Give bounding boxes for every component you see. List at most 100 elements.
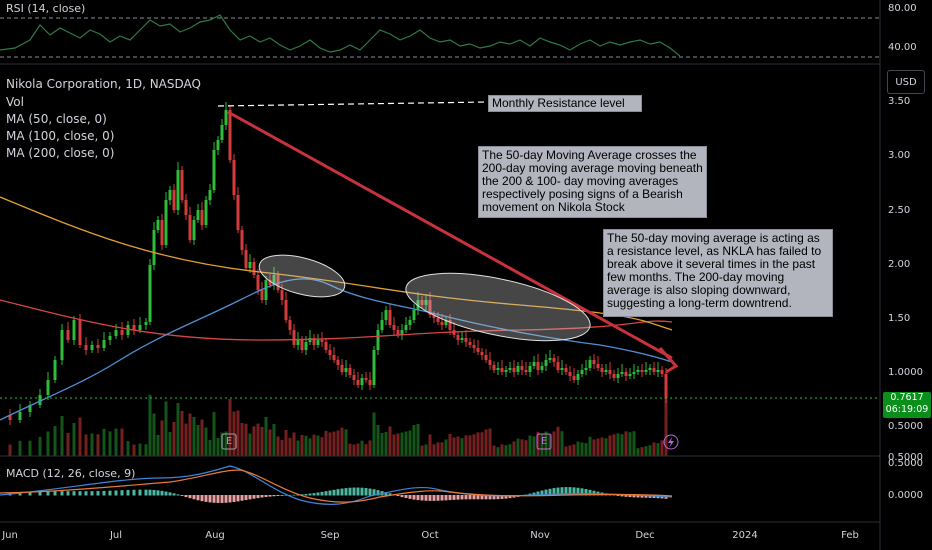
candle-body (620, 372, 624, 374)
candle-body (644, 370, 648, 372)
volume-bar (636, 448, 640, 456)
macd-histogram-bar (120, 490, 124, 496)
volume-bar (632, 431, 636, 456)
macd-histogram-bar (320, 491, 324, 496)
volume-bar (320, 437, 324, 456)
candle-body (652, 368, 656, 372)
volume-bar (268, 429, 272, 456)
macd-histogram-bar (268, 495, 272, 497)
macd-histogram-bar (548, 488, 552, 496)
candle-body (208, 190, 212, 200)
macd-histogram-bar (556, 487, 560, 496)
volume-bar (292, 432, 296, 456)
volume-bar (496, 447, 500, 456)
macd-histogram-bar (232, 495, 236, 502)
volume-bar (388, 426, 392, 456)
macd-label[interactable]: MACD (12, 26, close, 9) (6, 467, 136, 480)
price-tick-partial: 0.5000 (888, 452, 923, 463)
volume-bar (664, 394, 668, 456)
candle-body (152, 230, 156, 265)
candle-body (248, 262, 252, 268)
candle-body (46, 380, 50, 395)
currency-button[interactable]: USD (887, 70, 925, 94)
volume-bar (556, 426, 560, 456)
candle-body (356, 380, 360, 385)
macd-histogram-bar (444, 495, 448, 501)
volume-bar (540, 434, 544, 456)
candle-body (204, 200, 208, 225)
resistance-note[interactable]: Monthly Resistance level (488, 95, 642, 112)
candle-body (616, 374, 620, 378)
macd-histogram-bar (568, 487, 572, 496)
macd-histogram-bar (612, 494, 616, 496)
candle-body (352, 375, 356, 380)
ma-resistance-note[interactable]: The 50-day moving average is acting as a… (603, 229, 833, 317)
macd-histogram-bar (72, 491, 76, 496)
candle-body (640, 370, 644, 372)
volume-bar (138, 443, 142, 456)
candle-body (572, 376, 576, 380)
earnings-marker-label[interactable]: E (226, 436, 233, 447)
legend-ma100[interactable]: MA (100, close, 0) (6, 129, 115, 143)
volume-bar (272, 424, 276, 456)
lightning-event-icon (663, 434, 679, 450)
symbol-title[interactable]: Nikola Corporation, 1D, NASDAQ (6, 77, 201, 91)
macd-histogram-bar (384, 492, 388, 496)
candle-body (288, 320, 292, 330)
macd-histogram-bar (216, 495, 220, 503)
legend-ma200[interactable]: MA (200, close, 0) (6, 146, 115, 160)
candle-body (224, 110, 228, 125)
macd-histogram-bar (632, 495, 636, 498)
volume-bar (464, 435, 468, 456)
macd-histogram-bar (60, 491, 64, 496)
macd-histogram-bar (544, 489, 548, 496)
macd-histogram-bar (102, 490, 106, 496)
macd-histogram-bar (628, 495, 632, 498)
macd-histogram-bar (160, 490, 164, 496)
earnings-marker-label[interactable]: E (541, 436, 548, 447)
macd-histogram-bar (156, 490, 160, 496)
legend-vol[interactable]: Vol (6, 95, 24, 109)
volume-bar (90, 433, 94, 456)
volume-bar (432, 444, 436, 456)
candle-body (280, 290, 284, 300)
volume-bar (108, 431, 112, 456)
macd-histogram-bar (360, 487, 364, 496)
candle-body (660, 370, 664, 374)
candle-body (296, 340, 300, 345)
volume-bar (152, 413, 156, 456)
candle-body (648, 368, 652, 370)
volume-bar (552, 431, 556, 456)
candle-body (636, 370, 640, 372)
macd-histogram-bar (348, 487, 352, 496)
candle-body (488, 360, 492, 365)
candle-body (428, 300, 432, 315)
candle-body (360, 378, 364, 385)
ma-cross-note[interactable]: The 50-day Moving Average crosses the 20… (478, 146, 707, 218)
rsi-label[interactable]: RSI (14, close) (6, 2, 86, 15)
price-tick: 3.50 (888, 96, 911, 107)
rsi-line (0, 14, 681, 57)
candle-body (192, 220, 196, 240)
volume-bar (612, 434, 616, 456)
last-price-tag: 0.7617 06:19:09 (883, 392, 931, 418)
macd-histogram-bar (164, 491, 168, 496)
legend-ma50[interactable]: MA (50, close, 0) (6, 112, 107, 126)
macd-histogram-bar (188, 495, 192, 499)
candle-body (608, 370, 612, 374)
candle-body (160, 220, 164, 245)
candle-body (624, 372, 628, 376)
candle-body (500, 368, 504, 372)
macd-histogram-bar (416, 495, 420, 501)
volume-bar (114, 428, 118, 456)
candle-body (476, 348, 480, 352)
volume-bar (78, 417, 82, 456)
candle-body (516, 366, 520, 372)
macd-histogram-bar (396, 495, 400, 497)
volume-bar (260, 427, 264, 456)
macd-histogram-bar (496, 495, 500, 500)
candle-body (628, 374, 632, 376)
volume-bar (336, 430, 340, 456)
macd-line (0, 465, 673, 505)
